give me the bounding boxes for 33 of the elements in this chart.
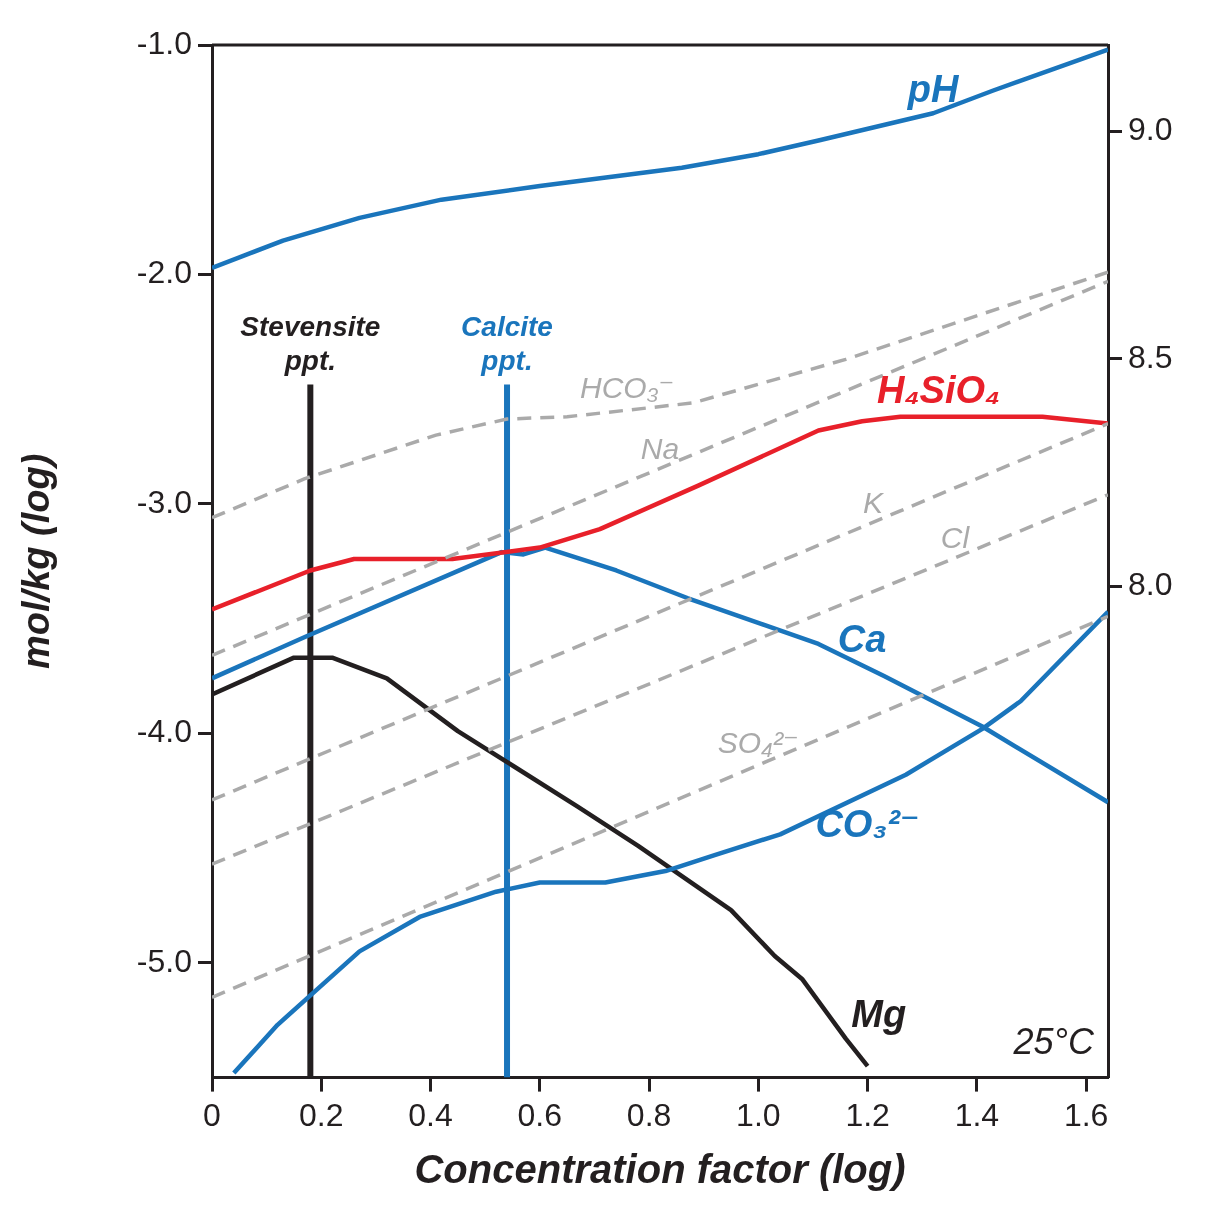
series-label: Cl xyxy=(940,521,971,555)
series-label: Mg xyxy=(851,992,907,1035)
annotation: 25°C xyxy=(1012,1020,1095,1062)
series-label: Na xyxy=(640,431,680,465)
y-tick-label: -3.0 xyxy=(136,483,192,520)
y-tick-label: -2.0 xyxy=(136,254,192,291)
x-tick-label: 0.4 xyxy=(408,1096,453,1133)
x-tick-label: 0 xyxy=(203,1096,221,1133)
x-tick-label: 1.0 xyxy=(736,1096,781,1133)
y2-tick-label: 8.0 xyxy=(1128,566,1173,603)
x-tick-label: 0.6 xyxy=(517,1096,563,1133)
series-label: H₄SiO₄ xyxy=(876,369,1001,412)
x-tick-label: 1.2 xyxy=(845,1096,890,1133)
series-label: K xyxy=(863,485,886,519)
series-label: SO₄²⁻ xyxy=(717,726,799,760)
series-label: HCO₃⁻ xyxy=(580,371,675,405)
y2-tick-label: 8.5 xyxy=(1128,338,1173,375)
line-series xyxy=(212,270,1108,520)
series-label: Calcite ppt. xyxy=(461,311,553,377)
y-axis-title: mol/kg (log) xyxy=(15,453,58,669)
y-tick-label: -4.0 xyxy=(136,713,192,750)
y-tick-label: -5.0 xyxy=(136,942,192,979)
x-tick-label: 0.8 xyxy=(626,1096,672,1133)
y-tick-label: -1.0 xyxy=(136,24,192,61)
x-axis-title: Concentration factor (log) xyxy=(414,1147,906,1192)
x-tick-label: 0.2 xyxy=(299,1096,344,1133)
x-tick-label: 1.4 xyxy=(954,1096,1000,1133)
series-label: Ca xyxy=(837,617,887,660)
series-label: CO₃²⁻ xyxy=(815,803,920,846)
series-label: Stevensite ppt. xyxy=(240,311,381,377)
series-label: pH xyxy=(906,67,961,110)
y2-tick-label: 9.0 xyxy=(1128,111,1173,148)
x-tick-label: 1.6 xyxy=(1063,1096,1109,1133)
